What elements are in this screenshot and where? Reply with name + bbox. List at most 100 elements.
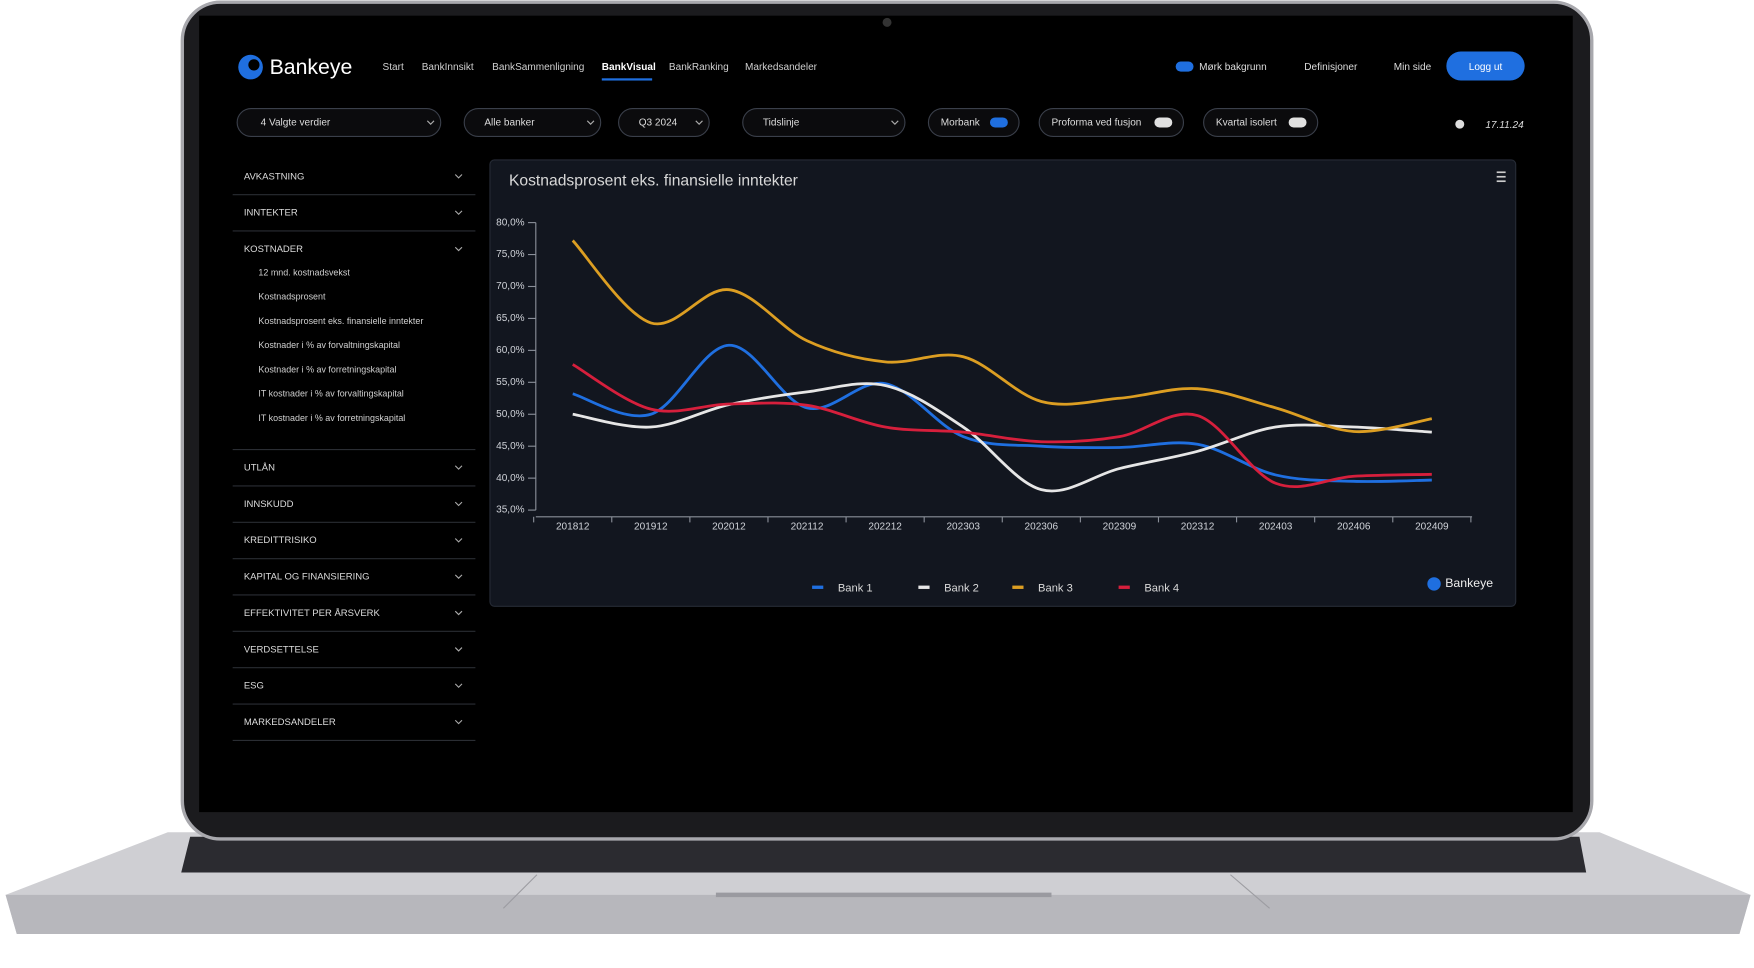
nav-link[interactable]: BankSammenligning xyxy=(492,62,584,73)
filter-select-label[interactable]: Alle banker xyxy=(484,118,535,129)
sidebar-item[interactable]: IT kostnader i % av forvaltingskapital xyxy=(258,389,403,399)
series-line xyxy=(572,382,1432,493)
dark-mode-toggle[interactable] xyxy=(1175,61,1194,72)
sidebar-section[interactable]: MARKEDSANDELER xyxy=(244,717,336,728)
filter-toggle-label[interactable]: Proforma ved fusjon xyxy=(1051,118,1141,129)
y-tick-label: 70,0% xyxy=(496,281,525,292)
sidebar-item[interactable]: Kostnadsprosent xyxy=(258,292,326,302)
update-date: 17.11.24 xyxy=(1485,120,1524,131)
x-tick-label: 202309 xyxy=(1103,522,1137,533)
nav-link[interactable]: BankVisual xyxy=(602,62,656,73)
series-line xyxy=(572,343,1432,483)
chevron xyxy=(586,120,595,125)
brand-watermark: Bankeye xyxy=(1445,576,1493,590)
sidebar-section[interactable]: INNTEKTER xyxy=(244,208,298,219)
y-tick-label: 80,0% xyxy=(496,217,525,228)
chevron xyxy=(695,120,703,125)
chevron xyxy=(426,120,435,125)
bell-icon[interactable] xyxy=(1455,119,1465,129)
sidebar-section[interactable]: INNSKUDD xyxy=(244,499,294,510)
x-tick-label: 202112 xyxy=(791,522,824,533)
logout-button[interactable] xyxy=(1446,51,1525,81)
chevron xyxy=(891,120,899,125)
legend-label[interactable]: Bank 3 xyxy=(1038,582,1073,594)
filter-toggle[interactable] xyxy=(927,107,1020,138)
chevron xyxy=(454,246,463,252)
toggle-switch[interactable] xyxy=(989,117,1008,128)
x-tick-label: 202012 xyxy=(712,522,746,533)
logo-text: Bankeye xyxy=(270,55,353,79)
chevron xyxy=(454,719,463,725)
legend-label[interactable]: Bank 1 xyxy=(838,582,873,594)
keyboard xyxy=(181,836,1587,873)
filter-toggle-label[interactable]: Kvartal isolert xyxy=(1216,118,1277,129)
y-tick-label: 55,0% xyxy=(496,377,525,388)
x-tick-label: 202306 xyxy=(1025,522,1059,533)
scene: Bankeye Logg ut 17.11.24 Kostnadsprosent… xyxy=(5,0,1751,935)
nav-link[interactable]: BankInnsikt xyxy=(422,62,474,73)
chart-panel xyxy=(489,159,1517,607)
chevron xyxy=(454,210,463,216)
filter-select[interactable] xyxy=(618,107,710,138)
chart-title: Kostnadsprosent eks. finansielle inntekt… xyxy=(509,172,798,189)
chevron xyxy=(454,574,463,579)
logo-icon-inner xyxy=(248,59,260,71)
filter-toggle-label[interactable]: Morbank xyxy=(941,118,981,129)
chevron xyxy=(454,501,463,507)
trackpad-edge xyxy=(1230,874,1270,909)
x-tick-label: 202409 xyxy=(1415,522,1449,533)
nav-action[interactable]: Definisjoner xyxy=(1304,62,1358,73)
x-tick-label: 202406 xyxy=(1337,522,1371,533)
y-tick-label: 75,0% xyxy=(496,249,525,260)
x-tick-label: 202212 xyxy=(868,522,902,533)
filter-toggle[interactable] xyxy=(1203,107,1319,138)
y-tick-label: 65,0% xyxy=(496,313,525,324)
nav-link[interactable]: BankRanking xyxy=(669,62,729,73)
sidebar-section[interactable]: ESG xyxy=(244,681,264,692)
filter-select-label[interactable]: 4 Valgte verdier xyxy=(261,118,331,129)
y-tick-label: 40,0% xyxy=(496,473,525,484)
nav-action[interactable]: Min side xyxy=(1394,62,1432,73)
y-tick-label: 45,0% xyxy=(496,441,525,452)
sidebar-item[interactable]: Kostnader i % av forvaltningskapital xyxy=(258,340,400,350)
brand-icon xyxy=(1427,577,1441,591)
legend-label[interactable]: Bank 2 xyxy=(944,582,979,594)
x-tick-label: 202303 xyxy=(946,522,980,533)
sidebar-section[interactable]: KAPITAL OG FINANSIERING xyxy=(244,572,370,583)
sidebar-item[interactable]: 12 mnd. kostnadsvekst xyxy=(258,267,350,277)
sidebar-section[interactable]: AVKASTNING xyxy=(244,171,305,182)
logout-label[interactable]: Logg ut xyxy=(1469,62,1503,73)
sidebar-section[interactable]: KOSTNADER xyxy=(244,244,303,255)
x-tick-label: 201812 xyxy=(556,522,590,533)
filter-select[interactable] xyxy=(236,107,442,138)
chevron xyxy=(454,174,463,179)
trackpad-edge xyxy=(502,874,538,909)
filter-select[interactable] xyxy=(463,107,602,138)
toggle-switch[interactable] xyxy=(1154,117,1173,128)
filter-select-label[interactable]: Tidslinje xyxy=(763,118,800,129)
nav-action[interactable]: Mørk bakgrunn xyxy=(1199,62,1267,73)
sidebar-section[interactable]: VERDSETTELSE xyxy=(244,644,319,655)
menu-icon[interactable] xyxy=(1496,171,1506,183)
sidebar-item[interactable]: Kostnader i % av forretningskapital xyxy=(258,364,396,374)
x-tick-label: 202403 xyxy=(1259,522,1293,533)
sidebar-item[interactable]: IT kostnader i % av forretningskapital xyxy=(258,413,405,423)
chevron xyxy=(454,610,463,616)
chevron xyxy=(454,683,463,689)
series-line xyxy=(571,239,1433,434)
filter-toggle[interactable] xyxy=(1038,107,1185,138)
sidebar-section[interactable]: EFFEKTIVITET PER ÅRSVERK xyxy=(244,608,381,619)
toggle-switch[interactable] xyxy=(1288,117,1307,128)
nav-link[interactable]: Start xyxy=(383,62,404,73)
filter-select-label[interactable]: Q3 2024 xyxy=(639,118,678,129)
nav-link[interactable]: Markedsandeler xyxy=(745,62,818,73)
sidebar-item[interactable]: Kostnadsprosent eks. finansielle inntekt… xyxy=(258,316,423,326)
sidebar-section[interactable]: UTLÅN xyxy=(244,463,275,474)
legend-label[interactable]: Bank 4 xyxy=(1144,582,1179,594)
filter-select[interactable] xyxy=(742,107,906,138)
y-tick-label: 50,0% xyxy=(496,409,525,420)
chevron xyxy=(454,465,463,470)
sidebar-section[interactable]: KREDITTRISIKO xyxy=(244,535,317,546)
